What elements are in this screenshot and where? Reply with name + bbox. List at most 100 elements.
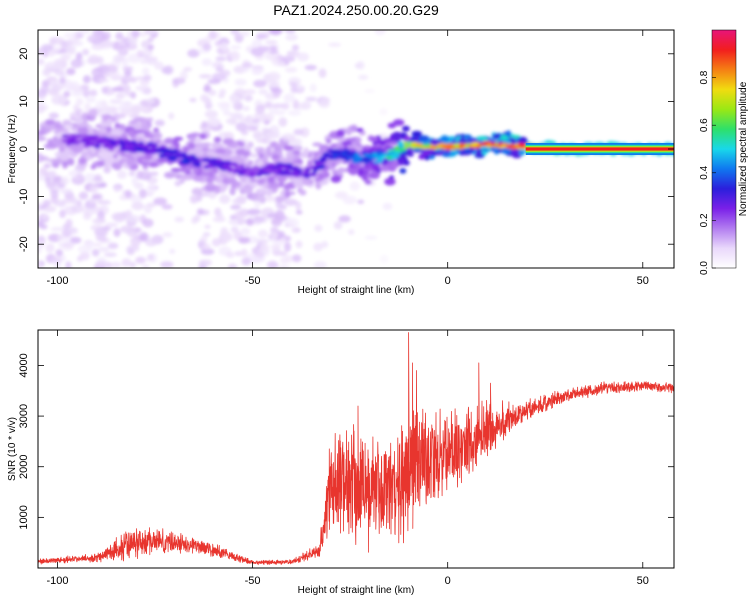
heatmap-noise-cell bbox=[272, 60, 286, 67]
heatmap-band-cell bbox=[210, 143, 222, 148]
heatmap-noise-cell bbox=[45, 243, 55, 253]
snr-frame bbox=[37, 329, 675, 569]
heatmap-noise-cell bbox=[239, 208, 250, 218]
x-tick-label: 50 bbox=[637, 575, 649, 587]
heatmap-band-cell bbox=[374, 143, 382, 148]
heatmap-band-cell bbox=[199, 142, 210, 149]
heatmap-noise-cell bbox=[268, 30, 283, 36]
heatmap-noise-cell bbox=[240, 67, 250, 72]
heatmap-band-cell bbox=[163, 171, 176, 179]
heatmap-noise-cell bbox=[271, 103, 286, 109]
heatmap-core-cell bbox=[212, 162, 220, 167]
spectrogram-x-axis: -100 -50 0 50 bbox=[46, 30, 649, 287]
heatmap-noise-cell bbox=[111, 86, 126, 92]
heatmap-noise-cell bbox=[232, 197, 246, 205]
heatmap-noise-cell bbox=[207, 89, 217, 96]
heatmap-core-cell bbox=[185, 154, 194, 159]
heatmap-core-cell bbox=[285, 163, 293, 168]
heatmap-noise-cell bbox=[82, 75, 91, 84]
heatmap-band-cell bbox=[277, 143, 284, 149]
heatmap-band-cell bbox=[199, 133, 207, 140]
heatmap-core-cell bbox=[180, 152, 187, 156]
heatmap-noise-cell bbox=[47, 138, 54, 146]
heatmap-noise-cell bbox=[364, 88, 375, 94]
heatmap-band-cell bbox=[441, 152, 451, 158]
heatmap-band-cell bbox=[389, 175, 395, 180]
heatmap-noise-cell bbox=[38, 173, 46, 181]
heatmap-noise-cell bbox=[123, 258, 131, 264]
heatmap-core-cell bbox=[289, 172, 297, 176]
heatmap-noise-cell bbox=[73, 104, 80, 112]
heatmap-noise-cell bbox=[382, 202, 393, 211]
x-tick-label: 50 bbox=[637, 275, 649, 287]
heatmap-noise-cell bbox=[141, 40, 150, 49]
heatmap-noise-cell bbox=[204, 36, 212, 45]
y-tick-label: 4000 bbox=[18, 353, 30, 377]
heatmap-band-cell bbox=[337, 167, 345, 173]
heatmap-noise-cell bbox=[229, 112, 244, 120]
heatmap-core-cell bbox=[203, 157, 211, 163]
heatmap-noise-cell bbox=[115, 32, 124, 40]
heatmap-noise-cell bbox=[240, 227, 251, 236]
heatmap-noise-cell bbox=[284, 30, 296, 34]
heatmap-band-cell bbox=[274, 182, 280, 189]
colorbar-axis: 0.0 0.2 0.4 0.6 0.8 bbox=[699, 70, 716, 275]
heatmap-noise-cell bbox=[162, 232, 173, 238]
heatmap-noise-cell bbox=[94, 260, 107, 268]
heatmap-core-cell bbox=[322, 152, 331, 157]
heatmap-noise-cell bbox=[101, 86, 108, 94]
heatmap-noise-cell bbox=[46, 158, 61, 163]
heatmap-band-cell bbox=[506, 130, 512, 138]
y-tick-label: -20 bbox=[18, 236, 30, 252]
heatmap-noise-cell bbox=[168, 112, 175, 120]
heatmap-noise-cell bbox=[98, 78, 110, 83]
heatmap-noise-cell bbox=[295, 85, 306, 90]
heatmap-core-cell bbox=[436, 143, 444, 148]
heatmap-noise-cell bbox=[147, 44, 154, 51]
heatmap-noise-cell bbox=[91, 248, 100, 257]
heatmap-noise-cell bbox=[79, 251, 90, 261]
heatmap-noise-cell bbox=[289, 82, 298, 87]
heatmap-noise-cell bbox=[105, 222, 119, 228]
spectrogram-y-label: Frequency (Hz) bbox=[7, 115, 18, 184]
heatmap-noise-cell bbox=[259, 112, 269, 122]
heatmap-noise-cell bbox=[244, 94, 253, 102]
snr-x-label: Height of straight line (km) bbox=[298, 585, 415, 596]
heatmap-noise-cell bbox=[266, 213, 279, 218]
heatmap-core-cell bbox=[250, 166, 260, 170]
heatmap-core-cell bbox=[80, 134, 86, 139]
heatmap-noise-cell bbox=[70, 58, 83, 69]
heatmap-noise-cell bbox=[204, 110, 219, 119]
heatmap-noise-cell bbox=[356, 61, 365, 70]
heatmap-noise-cell bbox=[374, 30, 386, 36]
heatmap-noise-cell bbox=[313, 242, 323, 252]
heatmap-band-cell bbox=[500, 134, 507, 142]
heatmap-core-cell bbox=[70, 136, 75, 141]
heatmap-noise-cell bbox=[211, 118, 219, 125]
heatmap-band-cell bbox=[71, 114, 82, 120]
heatmap-core-cell bbox=[125, 143, 132, 147]
heatmap-band-cell bbox=[345, 137, 357, 142]
heatmap-band-cell bbox=[293, 180, 304, 188]
heatmap-noise-cell bbox=[270, 243, 282, 250]
heatmap-noise-cell bbox=[245, 218, 255, 226]
heatmap-noise-cell bbox=[204, 224, 211, 229]
heatmap-core-cell bbox=[109, 141, 117, 146]
heatmap-band-cell bbox=[213, 136, 222, 143]
colorbar: 0.0 0.2 0.4 0.6 0.8 Normalized spectral ampl… bbox=[699, 29, 749, 275]
heatmap-band-cell bbox=[256, 178, 266, 185]
heatmap-noise-cell bbox=[103, 165, 112, 174]
heatmap-band-cell bbox=[284, 190, 291, 198]
heatmap-noise-cell bbox=[48, 112, 59, 119]
heatmap-noise-cell bbox=[146, 257, 153, 262]
heatmap-noise-cell bbox=[212, 216, 226, 223]
heatmap-noise-cell bbox=[100, 40, 115, 48]
heatmap-noise-cell bbox=[89, 89, 98, 97]
heatmap-noise-cell bbox=[174, 216, 185, 223]
heatmap-band-cell bbox=[402, 125, 410, 132]
heatmap-noise-cell bbox=[38, 104, 45, 114]
heatmap-noise-cell bbox=[44, 118, 56, 125]
heatmap-noise-cell bbox=[40, 155, 49, 162]
heatmap-band-cell bbox=[105, 156, 116, 164]
heatmap-noise-cell bbox=[189, 97, 197, 103]
